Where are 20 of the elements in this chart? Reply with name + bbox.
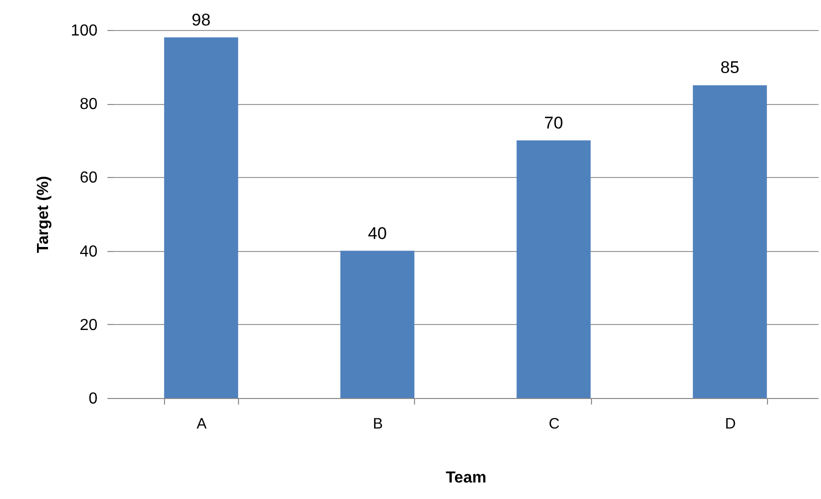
y-tick-label: 20 <box>80 316 98 334</box>
bar <box>340 250 414 398</box>
y-tick-label: 100 <box>70 22 98 40</box>
x-tick-label: B <box>372 416 383 432</box>
y-tick-label: 0 <box>88 390 98 408</box>
x-tick-label: A <box>196 416 207 432</box>
y-tick-label: 40 <box>80 243 98 260</box>
data-label: 98 <box>192 10 211 30</box>
data-label: 85 <box>720 58 740 78</box>
data-label: 70 <box>544 113 564 132</box>
data-label: 40 <box>368 224 387 243</box>
bar <box>164 37 238 398</box>
bar <box>692 85 767 398</box>
x-axis-title: Team <box>446 470 486 486</box>
x-tick-label: D <box>724 416 736 432</box>
y-tick-label: 80 <box>80 96 98 114</box>
bar <box>516 140 591 398</box>
x-tick-label: C <box>548 416 560 432</box>
y-axis-title: Target (%) <box>34 176 52 254</box>
y-tick-label: 60 <box>80 170 98 187</box>
